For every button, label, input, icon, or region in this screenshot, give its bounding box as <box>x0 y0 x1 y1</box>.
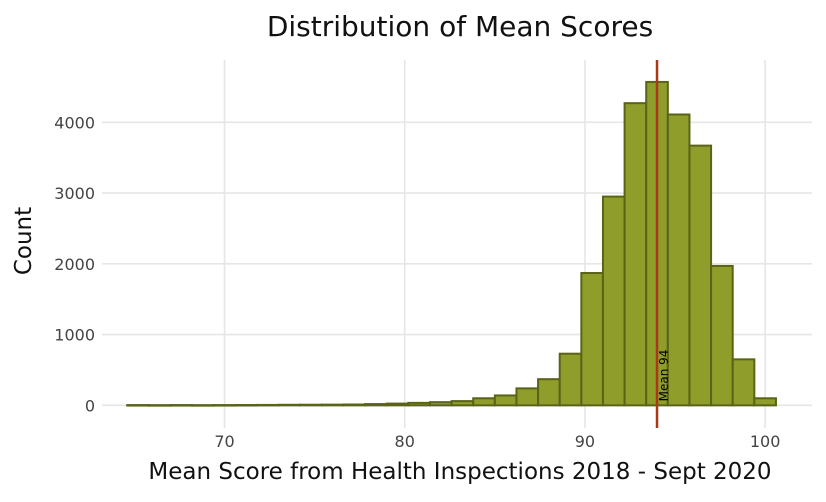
histogram-bar <box>666 113 691 407</box>
histogram-bar <box>428 401 453 407</box>
y-axis-title: Count <box>11 207 37 275</box>
y-tick-label: 0 <box>85 396 95 415</box>
histogram-bar <box>169 404 194 407</box>
histogram-bar <box>515 387 540 407</box>
histogram-bar <box>753 397 777 407</box>
histogram-bar <box>731 358 756 407</box>
histogram-bar <box>688 144 713 407</box>
histogram-bar <box>147 404 172 407</box>
histogram-bar <box>320 403 345 407</box>
histogram-bar <box>601 195 626 407</box>
y-tick-label: 2000 <box>54 255 95 274</box>
histogram-bar <box>255 403 280 407</box>
histogram-bar <box>493 394 518 407</box>
histogram-bar <box>342 403 367 407</box>
histogram-bar <box>558 352 583 407</box>
axis-ticks: 0 1000 2000 3000 4000 70 80 90 100 <box>54 113 780 451</box>
histogram-bar <box>450 400 475 407</box>
mean-marker: Mean 94 <box>655 60 671 428</box>
histogram-bars <box>126 80 777 407</box>
histogram-bar <box>385 402 410 407</box>
y-tick-label: 3000 <box>54 184 95 203</box>
histogram-bar <box>710 264 734 407</box>
x-tick-label: 80 <box>395 432 415 451</box>
histogram-bar <box>407 401 431 407</box>
histogram-bar <box>126 404 150 407</box>
histogram-bar <box>277 403 302 407</box>
y-tick-label: 4000 <box>54 113 95 132</box>
histogram-bar <box>299 403 323 407</box>
histogram-bar <box>580 272 604 407</box>
mean-label: Mean 94 <box>657 350 671 402</box>
x-tick-label: 100 <box>750 432 781 451</box>
histogram-bar <box>472 397 496 407</box>
histogram-bar <box>537 378 561 407</box>
x-axis-title: Mean Score from Health Inspections 2018 … <box>148 459 771 485</box>
x-tick-label: 70 <box>214 432 234 451</box>
chart-title: Distribution of Mean Scores <box>267 10 653 43</box>
y-tick-label: 1000 <box>54 326 95 345</box>
histogram-bar <box>212 404 237 407</box>
histogram-bar <box>623 102 648 407</box>
histogram-bar <box>234 404 258 407</box>
histogram-bar <box>364 403 388 407</box>
grid-lines <box>102 60 812 428</box>
histogram-bar <box>191 404 215 407</box>
x-tick-label: 90 <box>575 432 595 451</box>
